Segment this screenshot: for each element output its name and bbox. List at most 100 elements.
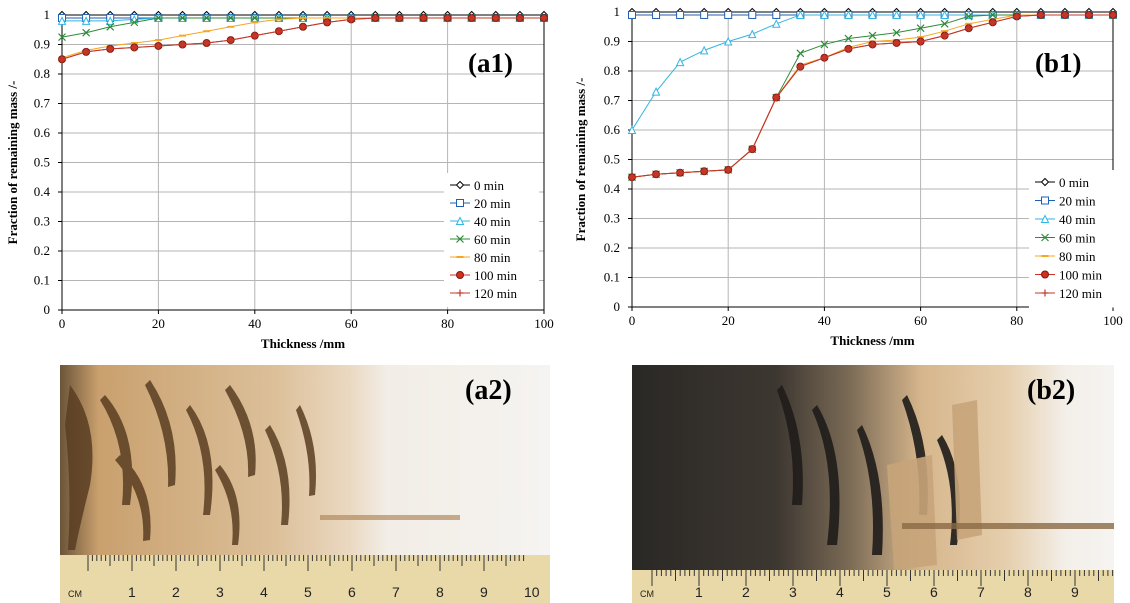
data-point <box>540 14 548 22</box>
ruler-a: CM 1 2 3 4 5 6 7 8 9 10 <box>60 555 550 603</box>
data-point <box>796 10 805 19</box>
ruler-label: 3 <box>216 584 224 600</box>
legend-entry: 100 min <box>474 268 517 283</box>
data-point <box>1061 11 1069 19</box>
legend-entry: 40 min <box>474 214 511 229</box>
ruler-label: 10 <box>524 584 540 600</box>
data-point <box>892 28 901 37</box>
ruler-body <box>60 555 550 603</box>
data-point <box>420 14 427 22</box>
y-tick-label: 0.9 <box>34 37 50 52</box>
data-point <box>820 10 829 19</box>
data-point <box>105 16 115 25</box>
data-point <box>771 19 781 28</box>
data-point <box>747 29 757 39</box>
data-point <box>675 57 685 67</box>
y-tick-label: 0.9 <box>604 34 620 49</box>
ruler-label: CM <box>640 589 654 599</box>
ruler-label: 4 <box>836 584 844 600</box>
ruler-label: 2 <box>742 584 750 600</box>
data-point <box>796 63 804 71</box>
data-point <box>724 166 732 174</box>
legend-marker <box>1041 289 1049 297</box>
ruler-label: 7 <box>392 584 400 600</box>
chart-a1: 0 20 40 60 80 100 0 0.1 0.2 0.3 0.4 0.5 0.6 0.7 0.8 0.9… <box>5 7 554 351</box>
legend-entry: 80 min <box>474 250 511 265</box>
x-axis-label: Thickness /mm <box>261 336 345 351</box>
data-point <box>651 87 661 96</box>
data-point <box>916 10 925 19</box>
legend-marker <box>1040 214 1050 223</box>
series-line <box>631 14 1113 178</box>
data-point <box>1013 12 1021 20</box>
data-point <box>628 10 636 19</box>
data-point <box>203 39 211 47</box>
series-line <box>631 14 1113 178</box>
legend: 0 min 20 min 40 min 60 min 80 min 100 min 120 … <box>444 173 539 307</box>
data-point <box>178 14 187 22</box>
legend-entry: 0 min <box>1059 175 1089 190</box>
data-point <box>251 32 259 40</box>
legend-entry: 20 min <box>474 196 511 211</box>
x-tick-label: 20 <box>722 313 735 328</box>
legend-entry: 0 min <box>474 178 504 193</box>
legend-marker <box>455 216 465 225</box>
y-tick-label: 0.3 <box>604 211 620 226</box>
data-point <box>844 10 853 19</box>
data-point <box>58 55 66 63</box>
legend-marker <box>456 235 464 243</box>
ruler-label: 5 <box>883 584 891 600</box>
legend-marker <box>455 180 465 190</box>
legend-entry: 40 min <box>1059 212 1096 227</box>
data-point <box>130 43 138 51</box>
data-point <box>796 49 805 58</box>
data-point <box>82 28 91 37</box>
data-point <box>130 18 139 27</box>
data-point <box>724 10 733 19</box>
data-point <box>917 38 925 45</box>
y-tick-label: 0.6 <box>34 125 51 140</box>
y-tick-label: 0.8 <box>34 66 50 81</box>
data-point <box>676 10 685 19</box>
x-tick-label: 100 <box>534 316 554 331</box>
data-point <box>275 27 283 35</box>
data-point <box>58 33 66 42</box>
data-point <box>700 10 709 19</box>
data-point <box>893 39 901 47</box>
data-point <box>940 10 949 19</box>
legend-entry: 100 min <box>1059 268 1102 283</box>
series-line <box>631 14 1113 178</box>
y-tick-label: 0.3 <box>34 214 50 229</box>
ruler-label: 6 <box>930 584 938 600</box>
ruler-label: 4 <box>260 584 268 600</box>
x-tick-label: 80 <box>1010 313 1023 328</box>
legend-marker <box>1040 177 1050 187</box>
data-point <box>868 10 877 19</box>
data-point <box>869 40 876 48</box>
ruler-label: 2 <box>172 584 180 600</box>
x-tick-label: 60 <box>914 313 927 328</box>
data-point <box>371 14 379 22</box>
data-point <box>964 12 973 21</box>
chart-b1: 0 20 40 60 80 100 0 0.1 0.2 0.3 0.4 0.5 0.6 0.7 0.8 0.9… <box>573 4 1124 348</box>
x-tick-label: 100 <box>1103 313 1123 328</box>
data-point <box>652 10 661 19</box>
data-point <box>941 32 949 40</box>
data-point <box>1109 11 1117 19</box>
photo-a2: CM 1 2 3 4 5 6 7 8 9 10 (a2) <box>60 365 550 603</box>
panel-label-a2: (a2) <box>465 375 512 406</box>
y-tick-label: 0 <box>614 299 621 314</box>
legend-entry: 20 min <box>1059 194 1096 209</box>
data-point <box>820 54 828 62</box>
data-point <box>965 24 973 32</box>
data-point <box>652 170 660 178</box>
y-tick-label: 0.4 <box>34 184 51 199</box>
panel-label-b2: (b2) <box>1027 375 1076 406</box>
legend-marker <box>456 199 464 207</box>
data-point <box>988 11 997 19</box>
y-tick-label: 0.1 <box>34 273 50 288</box>
x-axis-label: Thickness /mm <box>830 333 914 348</box>
legend-entry: 60 min <box>1059 231 1096 246</box>
